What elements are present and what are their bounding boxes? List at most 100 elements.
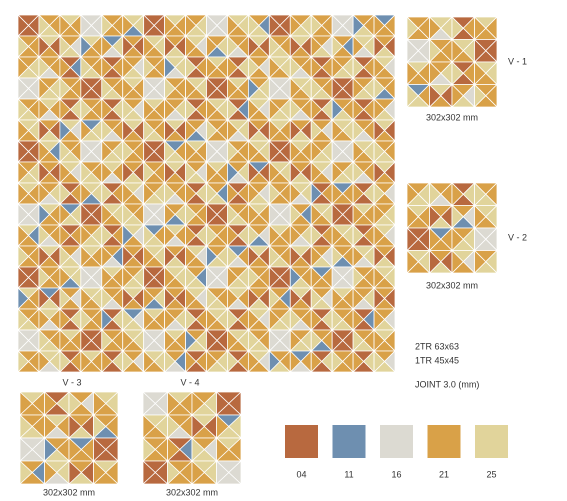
tile bbox=[474, 61, 487, 86]
tile bbox=[373, 224, 386, 247]
tile bbox=[93, 437, 107, 462]
tile bbox=[167, 437, 181, 462]
tile bbox=[68, 437, 82, 462]
tile bbox=[164, 140, 176, 163]
tile bbox=[38, 182, 50, 205]
tile bbox=[101, 140, 113, 163]
tile bbox=[289, 140, 302, 163]
tile bbox=[59, 245, 71, 268]
tile bbox=[80, 140, 92, 163]
tile bbox=[191, 460, 205, 485]
tile bbox=[331, 98, 344, 121]
tile bbox=[68, 460, 82, 485]
tile bbox=[122, 266, 134, 289]
tile bbox=[429, 227, 442, 252]
tile bbox=[185, 224, 197, 247]
swatch-code: 11 bbox=[344, 469, 353, 479]
tile bbox=[247, 56, 260, 79]
tile bbox=[38, 119, 50, 142]
tile bbox=[143, 119, 155, 142]
tile bbox=[216, 437, 230, 462]
tile bbox=[143, 35, 155, 58]
tile bbox=[143, 98, 155, 121]
tile bbox=[17, 35, 30, 58]
tile bbox=[142, 437, 156, 462]
tile bbox=[59, 266, 71, 289]
tile bbox=[289, 161, 302, 184]
tile bbox=[143, 245, 155, 268]
tile bbox=[268, 329, 281, 352]
color-swatch bbox=[285, 425, 318, 458]
tile bbox=[352, 35, 365, 58]
tile bbox=[164, 329, 176, 352]
tile bbox=[164, 77, 176, 100]
color-swatch bbox=[475, 425, 508, 458]
tile bbox=[164, 245, 176, 268]
tile bbox=[373, 245, 386, 268]
tile bbox=[310, 119, 323, 142]
tile bbox=[206, 182, 218, 205]
tile bbox=[289, 287, 302, 310]
tile bbox=[310, 56, 323, 79]
tile bbox=[331, 287, 344, 310]
tile bbox=[80, 182, 92, 205]
variant-size: 302x302 mm bbox=[426, 112, 478, 122]
tile bbox=[122, 287, 134, 310]
tile bbox=[331, 245, 344, 268]
tile bbox=[310, 350, 323, 373]
tile bbox=[352, 308, 365, 331]
tile bbox=[406, 83, 419, 108]
tile bbox=[331, 119, 344, 142]
tile bbox=[38, 98, 50, 121]
tile bbox=[206, 77, 218, 100]
tile bbox=[247, 308, 260, 331]
tile bbox=[38, 77, 50, 100]
tile bbox=[331, 161, 344, 184]
tile bbox=[80, 245, 92, 268]
tile bbox=[143, 182, 155, 205]
tile bbox=[80, 161, 92, 184]
tile bbox=[227, 266, 239, 289]
tile bbox=[206, 14, 218, 37]
tile bbox=[101, 350, 113, 373]
tile bbox=[122, 119, 134, 142]
tile bbox=[429, 16, 442, 41]
tile bbox=[143, 224, 155, 247]
tile bbox=[268, 308, 281, 331]
tile bbox=[17, 77, 30, 100]
tile bbox=[101, 77, 113, 100]
tile bbox=[373, 182, 386, 205]
tile bbox=[247, 329, 260, 352]
tile bbox=[191, 437, 205, 462]
tile bbox=[59, 98, 71, 121]
tile bbox=[101, 224, 113, 247]
tile bbox=[164, 203, 176, 226]
tile bbox=[406, 227, 419, 252]
tile bbox=[167, 391, 181, 416]
tile bbox=[289, 224, 302, 247]
tile bbox=[247, 14, 260, 37]
tile bbox=[38, 245, 50, 268]
tile bbox=[247, 77, 260, 100]
tile bbox=[227, 329, 239, 352]
tile bbox=[59, 224, 71, 247]
tile bbox=[59, 35, 71, 58]
tile bbox=[289, 203, 302, 226]
tile bbox=[185, 35, 197, 58]
tile bbox=[80, 266, 92, 289]
tile bbox=[101, 203, 113, 226]
tile bbox=[185, 182, 197, 205]
tile bbox=[164, 14, 176, 37]
tile bbox=[352, 14, 365, 37]
tile bbox=[164, 308, 176, 331]
tile bbox=[310, 266, 323, 289]
tile bbox=[206, 56, 218, 79]
tile bbox=[331, 140, 344, 163]
tile bbox=[143, 203, 155, 226]
tile bbox=[451, 61, 464, 86]
tile bbox=[206, 266, 218, 289]
tile bbox=[80, 14, 92, 37]
tile bbox=[227, 77, 239, 100]
tile bbox=[191, 414, 205, 439]
tile bbox=[373, 14, 386, 37]
